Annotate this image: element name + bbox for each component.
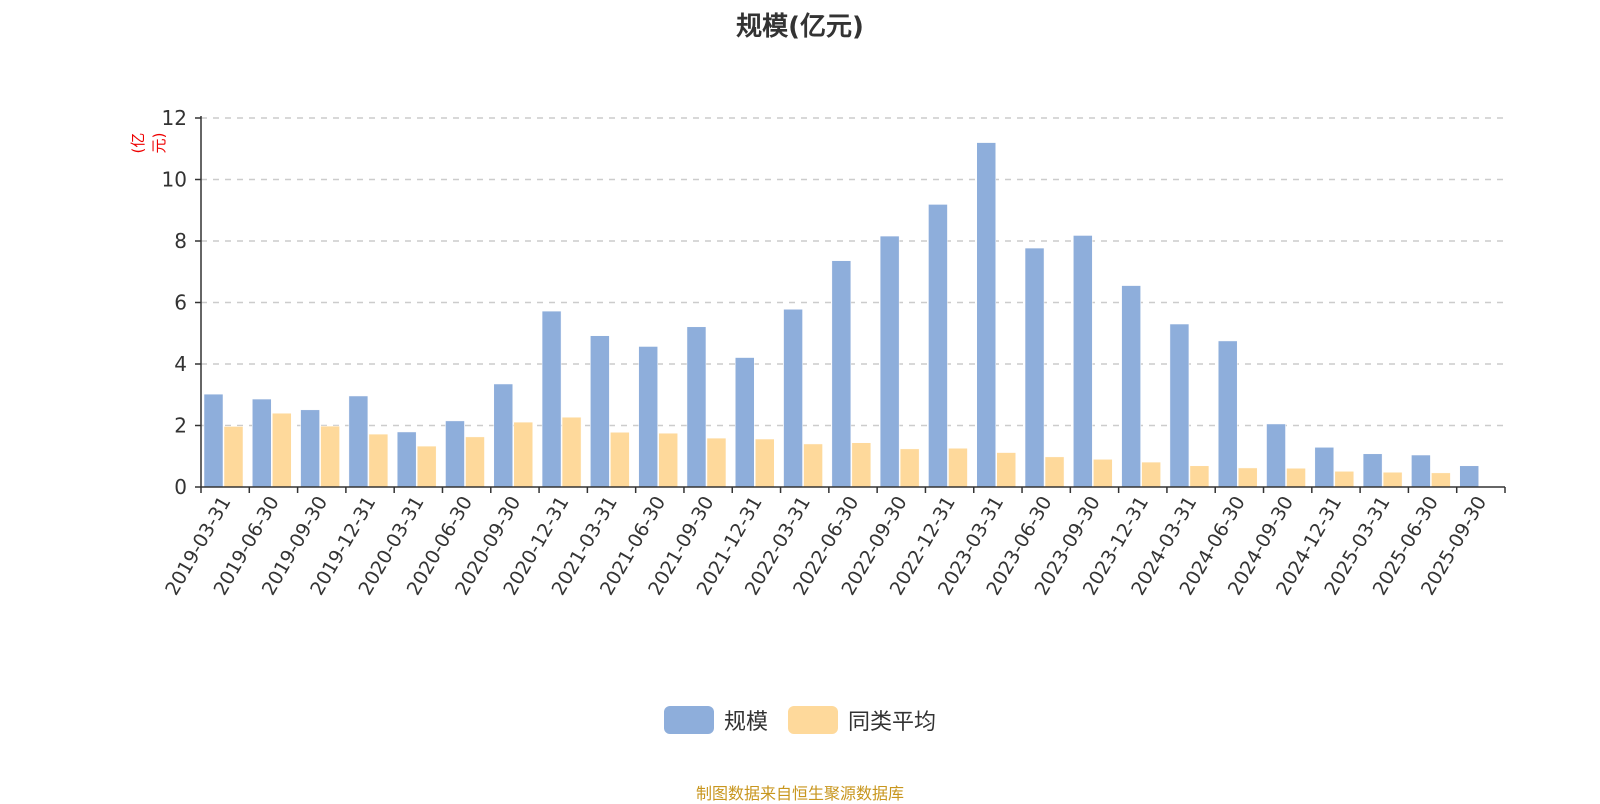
bar-peer-average [368,433,389,488]
bar-peer-average [755,438,775,488]
y-tick-label: 8 [174,229,187,253]
y-tick-label: 12 [162,106,187,130]
bar-peer-average [272,412,292,488]
bar-scale [300,409,320,488]
bar-scale [1266,423,1286,488]
bar-scale [1169,323,1190,488]
bar-peer-average [1044,456,1065,488]
bar-scale [831,260,852,488]
bar-scale [1411,454,1431,488]
bar-scale [1121,285,1141,488]
bar-peer-average [1093,459,1113,488]
bar-scale [396,431,417,488]
data-source-note: 制图数据来自恒生聚源数据库 [695,784,904,803]
bar-scale [348,395,369,488]
y-tick-label: 0 [174,475,187,499]
bar-scale [1024,247,1045,488]
bar-scale [541,310,562,488]
chart-title: 规模(亿元) [736,12,864,42]
y-tick-label: 2 [174,414,187,438]
bar-peer-average [513,421,534,488]
bar-peer-average [706,437,727,488]
bar-scale [493,383,514,488]
bar-peer-average [1334,471,1355,488]
bar-peer-average [1286,467,1306,488]
bar-peer-average [465,436,485,488]
bar-scale [976,142,996,488]
bar-scale [445,420,465,488]
bar-scale [879,235,900,488]
bar-peer-average [996,452,1016,488]
bar-scale [1314,447,1335,488]
legend-item-scale[interactable]: 规模 [663,704,768,736]
bar-scale [1459,465,1479,488]
bar-peer-average [803,443,823,488]
legend-swatch-peer-average [788,706,838,734]
bar-peer-average [1382,471,1403,488]
bar-peer-average [1189,465,1210,488]
bar-chart: 0246810122019-03-312019-06-302019-09-302… [161,106,1506,599]
bar-peer-average [1431,472,1451,488]
legend-label-scale: 规模 [723,710,768,735]
bar-scale [1073,235,1093,488]
bar-scale [590,335,610,488]
bar-peer-average [561,416,582,488]
y-tick-label: 10 [162,168,187,192]
bar-peer-average [1237,467,1258,488]
bar-scale [638,346,658,488]
legend: 规模 同类平均 [0,704,1600,736]
bar-peer-average [948,448,968,488]
legend-item-peer-average[interactable]: 同类平均 [788,704,936,736]
bar-peer-average [320,425,340,488]
bar-peer-average [223,426,244,488]
bar-scale [1362,453,1383,488]
bar-peer-average [899,448,920,488]
bar-peer-average [658,432,678,488]
bar-scale [203,393,224,488]
legend-swatch-scale [663,706,714,734]
bar-scale [686,326,707,488]
bar-scale [928,204,948,488]
bar-peer-average [416,445,437,488]
bar-scale [783,309,803,488]
bar-scale [252,398,272,488]
bar-peer-average [851,442,872,488]
bar-peer-average [610,432,630,488]
bar-scale [735,357,755,488]
y-tick-label: 4 [174,352,187,376]
y-tick-label: 6 [174,291,187,315]
bar-peer-average [1141,461,1161,488]
bar-scale [1217,340,1238,488]
legend-label-peer-average: 同类平均 [848,710,937,735]
